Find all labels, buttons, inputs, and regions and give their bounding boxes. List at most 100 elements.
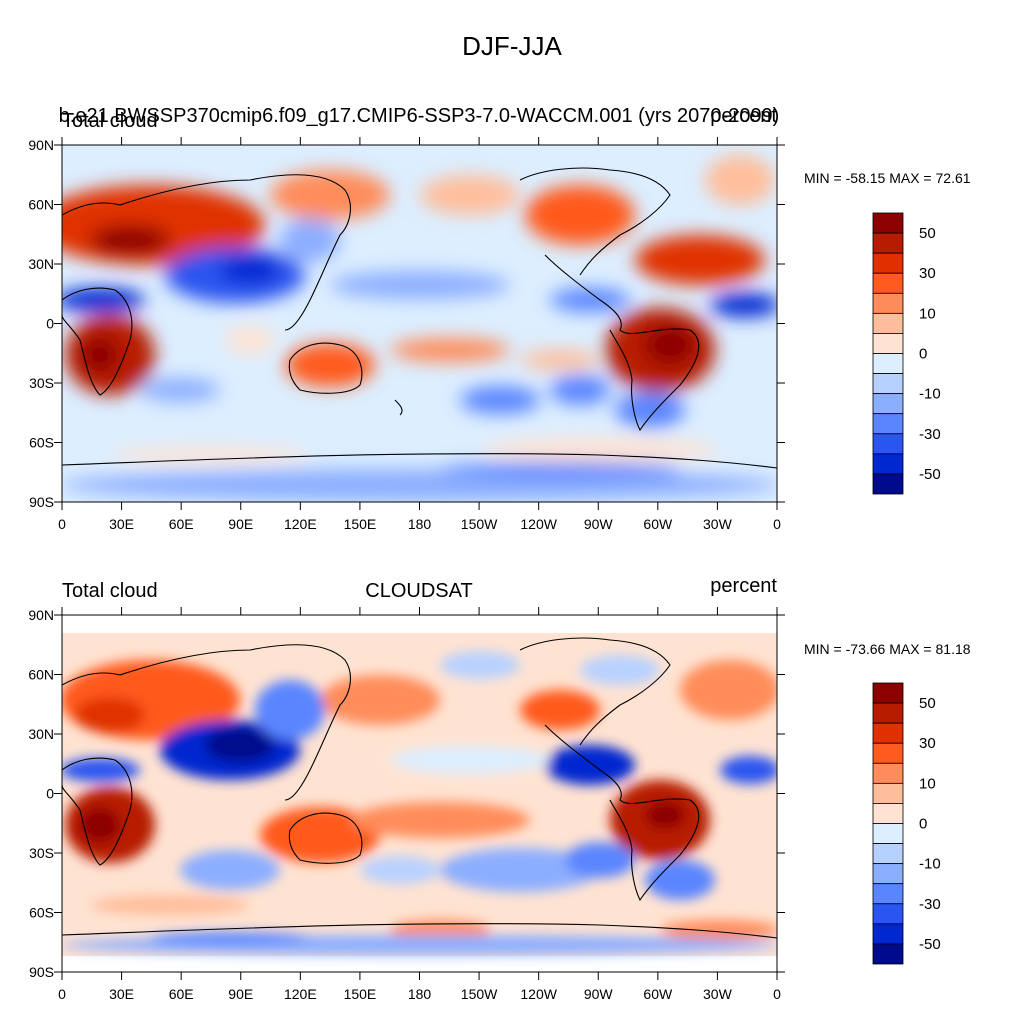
panel-top-center-title: b.e21.BWSSP370cmip6.f09_g17.CMIP6-SSP3-7… [59, 105, 780, 127]
panel-top-colorbar-box [872, 473, 904, 495]
panel-top-colorbar-label: 50 [919, 225, 936, 242]
panel-top-lon-tick-label: 30W [703, 516, 733, 532]
panel-bottom-center-title: CLOUDSAT [365, 580, 472, 602]
panel-bottom-lon-tick-label: 120W [520, 986, 557, 1002]
panel-top-lon-tick-label: 90E [228, 516, 253, 532]
panel-bottom-colorbar-box [872, 762, 904, 784]
panel-bottom-colorbar-box [872, 803, 904, 824]
panel-top-colorbar-label: -50 [919, 466, 941, 483]
panel-top-lon-tick-label: 150W [461, 516, 498, 532]
panel-bottom-colorbar-box [872, 923, 904, 945]
panel-top-colorbar-box [872, 292, 904, 314]
panel-top-colorbar-box [872, 232, 904, 254]
panel-top-colorbar-box [872, 413, 904, 435]
panel-bottom-lat-tick-label: 60S [29, 905, 54, 921]
panel-bottom-colorbar-label: 30 [919, 735, 936, 752]
panel-top-lon-tick-label: 60E [169, 516, 194, 532]
panel-bottom-lon-tick-label: 60E [169, 986, 194, 1002]
panel-bottom-lon-tick-label: 150E [344, 986, 377, 1002]
panel-top-colorbar-box [872, 453, 904, 475]
panel-bottom-colorbar-box [872, 943, 904, 965]
panel-bottom-lon-tick-label: 30W [703, 986, 733, 1002]
panel-top-lon-tick-label: 90W [584, 516, 614, 532]
panel-bottom-colorbar-label: -10 [919, 856, 941, 873]
panel-bottom-lon-tick-label: 120E [284, 986, 317, 1002]
panel-top-lat-tick-label: 60S [29, 435, 54, 451]
panel-bottom-colorbar-box [872, 903, 904, 925]
panel-bottom-colorbar-box [872, 843, 904, 865]
panel-bottom-map [62, 615, 777, 972]
panel-top-colorbar-box [872, 353, 904, 374]
panel-top-lon-tick-label: 120E [284, 516, 317, 532]
panel-bottom-lon-tick-label: 180 [408, 986, 432, 1002]
panel-bottom-colorbar-label: 50 [919, 695, 936, 712]
panel-top-lat-tick-label: 30N [28, 256, 54, 272]
panel-top-lon-tick-label: 120W [520, 516, 557, 532]
panel-bottom-colorbar: 50 30 10 0 -10 -30 -50 [872, 682, 941, 965]
panel-top-lat-tick-label: 30S [29, 375, 54, 391]
panel-bottom-colorbar-box [872, 702, 904, 724]
panel-top-colorbar-box [872, 333, 904, 354]
panel-bottom: Total cloud CLOUDSAT percent [61, 575, 778, 973]
panel-bottom-lat-tick-label: 30S [29, 845, 54, 861]
panel-top-colorbar-box [872, 252, 904, 274]
panel-top-lon-tick-label: 180 [408, 516, 432, 532]
panel-top-colorbar-label: 30 [919, 265, 936, 282]
panel-top: Total cloud b.e21.BWSSP370cmip6.f09_g17.… [59, 105, 780, 503]
panel-bottom-lon-tick-label: 0 [58, 986, 66, 1002]
panel-top-colorbar: 50 30 10 0 -10 -30 -50 [872, 212, 941, 495]
panel-top-lat-tick-label: 90N [28, 137, 54, 153]
panel-bottom-lon-tick-label: 0 [773, 986, 781, 1002]
panel-top-lon-tick-label: 30E [109, 516, 134, 532]
panel-bottom-colorbar-label: -30 [919, 896, 941, 913]
panel-top-lon-tick-label: 150E [344, 516, 377, 532]
figure-title: DJF-JJA [462, 31, 562, 61]
panel-top-lat-tick-label: 90S [29, 494, 54, 510]
panel-top-colorbar-label: -30 [919, 426, 941, 443]
panel-bottom-colorbar-box [872, 863, 904, 885]
panel-top-lon-tick-label: 60W [643, 516, 673, 532]
panel-top-colorbar-box [872, 272, 904, 294]
panel-bottom-colorbar-box [872, 682, 904, 704]
panel-bottom-colorbar-box [872, 782, 904, 804]
panel-top-colorbar-box [872, 212, 904, 234]
panel-top-axes: 0 30E 60E 90E 120E 150E 180 150W 120W 90W 60W 30W 09… [28, 137, 785, 532]
panel-bottom-lon-tick-label: 60W [643, 986, 673, 1002]
panel-top-left-title: Total cloud [62, 110, 158, 132]
panel-bottom-colorbar-box [872, 823, 904, 844]
panel-top-colorbar-label: 10 [919, 305, 936, 322]
panel-top-lon-tick-label: 0 [773, 516, 781, 532]
panel-bottom-right-title: percent [710, 575, 777, 597]
panel-bottom-lon-tick-label: 90E [228, 986, 253, 1002]
panel-top-colorbar-box [872, 373, 904, 395]
panel-top-stats: MIN = -58.15 MAX = 72.61 [804, 170, 971, 186]
panel-bottom-lat-tick-label: 90S [29, 964, 54, 980]
panel-top-lat-tick-label: 60N [28, 197, 54, 213]
panel-bottom-stats: MIN = -73.66 MAX = 81.18 [804, 641, 971, 657]
panel-top-colorbar-box [872, 433, 904, 455]
panel-bottom-colorbar-label: 10 [919, 775, 936, 792]
panel-bottom-colorbar-label: -50 [919, 936, 941, 953]
panel-bottom-lat-tick-label: 60N [28, 667, 54, 683]
panel-top-colorbar-box [872, 393, 904, 415]
panel-bottom-lat-tick-label: 30N [28, 726, 54, 742]
panel-top-map [62, 145, 777, 502]
panel-bottom-lat-tick-label: 0 [46, 786, 54, 802]
panel-top-colorbar-label: -10 [919, 386, 941, 403]
panel-bottom-colorbar-box [872, 742, 904, 764]
panel-bottom-left-title: Total cloud [62, 580, 158, 602]
panel-bottom-lon-tick-label: 150W [461, 986, 498, 1002]
panel-bottom-colorbar-box [872, 883, 904, 905]
panel-bottom-lon-tick-label: 30E [109, 986, 134, 1002]
panel-top-right-title: percent [710, 105, 777, 127]
panel-top-colorbar-box [872, 312, 904, 334]
panel-top-lon-tick-label: 0 [58, 516, 66, 532]
panel-bottom-colorbar-label: 0 [919, 816, 927, 833]
panel-bottom-axes: 0 30E 60E 90E 120E 150E 180 150W 120W 90W 60W 30W 09… [28, 607, 785, 1002]
panel-bottom-lon-tick-label: 90W [584, 986, 614, 1002]
panel-bottom-lat-tick-label: 90N [28, 607, 54, 623]
panel-top-colorbar-label: 0 [919, 346, 927, 363]
panel-top-lat-tick-label: 0 [46, 316, 54, 332]
panel-bottom-colorbar-box [872, 722, 904, 744]
